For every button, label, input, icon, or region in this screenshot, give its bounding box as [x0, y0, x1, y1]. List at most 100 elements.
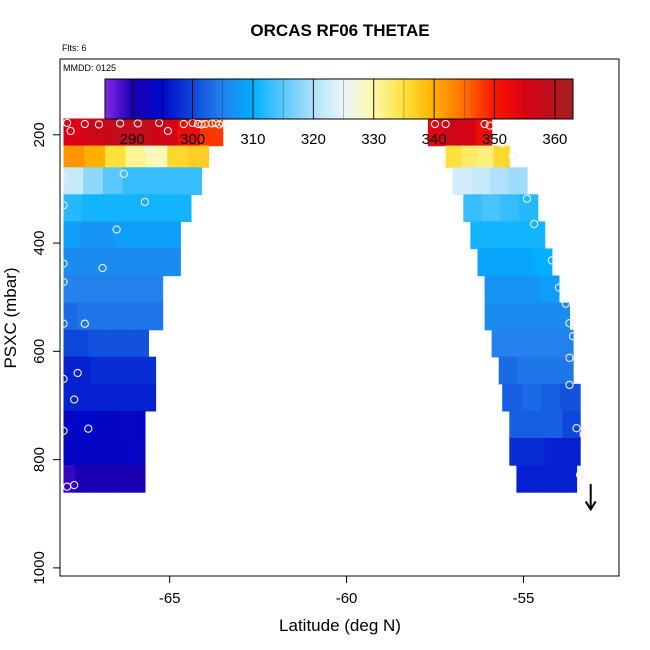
cell-right — [527, 410, 546, 439]
cell-right — [560, 383, 581, 412]
cell-right — [554, 356, 574, 385]
colorbar-tick-label: 360 — [542, 131, 567, 148]
cell-left — [163, 221, 181, 250]
cell-right — [517, 356, 537, 385]
cell-left — [103, 356, 117, 385]
colorbar-segment — [363, 79, 367, 119]
marker — [163, 126, 173, 136]
cell-right — [552, 329, 574, 358]
colorbar-segment — [408, 79, 412, 119]
cell-right — [484, 275, 504, 304]
cell-left — [120, 302, 135, 331]
cell-right — [535, 356, 556, 385]
cell-left — [142, 383, 157, 412]
x-tick-label: -60 — [336, 590, 358, 607]
colorbar-segment — [273, 79, 277, 119]
marker — [197, 120, 206, 129]
cell-left — [118, 194, 137, 222]
marker — [98, 263, 107, 273]
marker — [144, 145, 153, 155]
colorbar-segment — [201, 79, 205, 119]
marker — [529, 219, 539, 229]
colorbar-segment — [231, 79, 235, 119]
colorbar-segment — [204, 79, 208, 119]
marker — [70, 480, 79, 490]
cell-left — [148, 302, 164, 331]
colorbar-tick-label: 320 — [301, 131, 326, 148]
colorbar-segment — [105, 79, 109, 119]
cell-right — [477, 145, 494, 168]
colorbar-segment — [234, 79, 238, 119]
colorbar-segment — [492, 79, 496, 119]
y-tick-label: 600 — [31, 339, 48, 364]
colorbar-segment — [441, 79, 445, 119]
colorbar-segment — [549, 79, 553, 119]
marker — [119, 169, 128, 178]
colorbar-segment — [129, 79, 133, 119]
cell-right — [540, 275, 560, 304]
colorbar-segment — [315, 79, 319, 119]
colorbar-segment — [336, 79, 340, 119]
cell-left — [86, 118, 110, 147]
cell-right — [502, 383, 523, 412]
cell-left — [91, 302, 107, 331]
cell-left — [63, 221, 81, 250]
cell-right — [544, 410, 563, 439]
colorbar-segment — [498, 79, 502, 119]
cell-left — [110, 410, 123, 439]
colorbar-segment — [159, 79, 163, 119]
cell-left — [131, 118, 156, 147]
marker — [554, 283, 564, 292]
colorbar-segment — [378, 79, 382, 119]
colorbar-segment — [195, 79, 199, 119]
cell-left — [63, 438, 76, 466]
cell-left — [81, 194, 101, 222]
colorbar-segment — [333, 79, 337, 119]
colorbar-segment — [114, 79, 118, 119]
cell-left — [116, 356, 130, 385]
marker — [508, 152, 518, 161]
cell-right — [527, 438, 546, 466]
colorbar-segment — [258, 79, 262, 119]
colorbar-segment — [168, 79, 172, 119]
colorbar-segment — [474, 79, 478, 119]
cell-left — [200, 118, 224, 147]
cell-left — [124, 329, 137, 358]
cell-right — [477, 248, 497, 277]
colorbar-segment — [123, 79, 127, 119]
cell-right — [470, 221, 490, 250]
colorbar-segment — [228, 79, 232, 119]
cell-left — [125, 145, 147, 168]
cell-left — [154, 194, 174, 222]
colorbar-segment — [447, 79, 451, 119]
colorbar-segment — [270, 79, 274, 119]
cell-left — [106, 275, 121, 304]
colorbar-segment — [243, 79, 247, 119]
colorbar-segment — [264, 79, 268, 119]
colorbar-segment — [420, 79, 424, 119]
colorbar-segment — [555, 79, 559, 119]
colorbar-segment — [345, 79, 349, 119]
cell-left — [96, 221, 115, 250]
cell-left — [121, 465, 134, 493]
cell-left — [148, 275, 164, 304]
colorbar-segment — [456, 79, 460, 119]
colorbar-segment — [480, 79, 484, 119]
colorbar-segment — [135, 79, 139, 119]
marker — [565, 380, 574, 390]
cell-right — [509, 438, 528, 466]
cell-left — [134, 302, 150, 331]
marker — [84, 424, 93, 433]
cell-left — [63, 145, 85, 168]
cell-left — [130, 248, 148, 277]
colorbar-segment — [486, 79, 490, 119]
colorbar-segment — [450, 79, 454, 119]
cell-right — [544, 438, 563, 466]
colorbar-segment — [318, 79, 322, 119]
colorbar-segment — [561, 79, 565, 119]
cell-right — [521, 275, 541, 304]
cell-right — [541, 383, 562, 412]
cell-left — [121, 410, 134, 439]
cell-left — [63, 383, 78, 412]
marker — [73, 368, 82, 378]
